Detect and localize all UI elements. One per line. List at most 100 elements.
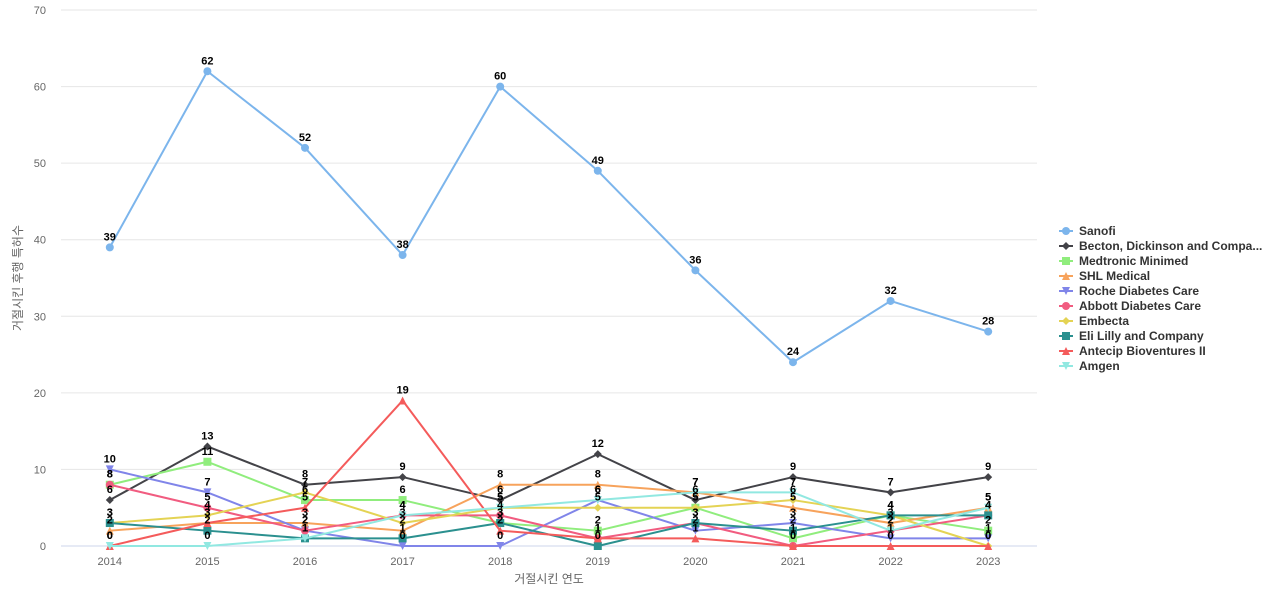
series-0[interactable]	[105, 67, 993, 367]
data-point[interactable]	[105, 519, 114, 528]
legend-item[interactable]: Sanofi	[1059, 224, 1116, 238]
data-point[interactable]	[496, 480, 505, 489]
data-point[interactable]	[203, 526, 212, 535]
data-point[interactable]	[984, 503, 993, 512]
legend-item[interactable]: Roche Diabetes Care	[1059, 284, 1199, 298]
data-point[interactable]	[789, 503, 797, 512]
series-1[interactable]	[105, 442, 993, 505]
data-point[interactable]	[496, 503, 505, 512]
data-point[interactable]	[789, 358, 797, 367]
data-point[interactable]	[398, 526, 407, 535]
data-point[interactable]	[301, 480, 309, 489]
data-point[interactable]	[789, 519, 797, 528]
data-point[interactable]	[398, 542, 407, 550]
data-point[interactable]	[789, 542, 797, 550]
data-point[interactable]	[593, 166, 602, 175]
data-point[interactable]	[691, 496, 700, 505]
data-point[interactable]	[203, 442, 212, 451]
data-point[interactable]	[496, 519, 505, 528]
data-point[interactable]	[105, 542, 114, 550]
data-point[interactable]	[984, 473, 993, 482]
data-point[interactable]	[398, 396, 407, 405]
series-line[interactable]	[108, 70, 989, 364]
data-point[interactable]	[593, 542, 602, 550]
data-point[interactable]	[984, 534, 993, 543]
data-point[interactable]	[496, 496, 505, 505]
data-point[interactable]	[789, 526, 797, 535]
data-point[interactable]	[398, 511, 407, 520]
data-point[interactable]	[984, 327, 993, 336]
data-point[interactable]	[789, 534, 797, 543]
series-5[interactable]	[105, 480, 993, 550]
data-point[interactable]	[301, 534, 309, 543]
data-point[interactable]	[691, 526, 700, 535]
series-line[interactable]	[109, 491, 989, 547]
series-line[interactable]	[109, 483, 989, 532]
data-point[interactable]	[691, 519, 700, 528]
data-point[interactable]	[398, 496, 407, 505]
data-point[interactable]	[203, 488, 212, 497]
series-line[interactable]	[109, 445, 989, 502]
data-point[interactable]	[105, 465, 114, 474]
data-point[interactable]	[203, 511, 212, 520]
data-point[interactable]	[984, 542, 993, 550]
data-point[interactable]	[398, 534, 407, 543]
data-point[interactable]	[789, 496, 797, 505]
data-point[interactable]	[593, 496, 602, 505]
data-point[interactable]	[496, 511, 505, 520]
data-point[interactable]	[886, 296, 895, 305]
data-point[interactable]	[301, 496, 309, 505]
data-point[interactable]	[593, 534, 602, 543]
data-point[interactable]	[789, 488, 797, 497]
data-point[interactable]	[301, 143, 309, 152]
legend-item[interactable]: Embecta	[1059, 314, 1129, 328]
legend-item[interactable]: SHL Medical	[1059, 269, 1150, 283]
data-point[interactable]	[398, 251, 407, 260]
legend-item[interactable]: Medtronic Minimed	[1059, 254, 1188, 268]
series-line[interactable]	[109, 399, 989, 547]
data-point[interactable]	[105, 480, 114, 489]
data-point[interactable]	[886, 542, 895, 550]
data-point[interactable]	[593, 450, 602, 459]
legend-item[interactable]: Becton, Dickinson and Compa...	[1059, 239, 1262, 253]
data-point[interactable]	[496, 82, 505, 91]
series-line[interactable]	[109, 468, 989, 547]
data-point[interactable]	[398, 519, 407, 528]
data-point[interactable]	[789, 473, 797, 482]
data-point[interactable]	[496, 542, 505, 550]
data-point[interactable]	[984, 526, 993, 535]
data-point[interactable]	[203, 519, 212, 528]
legend-item[interactable]: Antecip Bioventures II	[1059, 344, 1206, 358]
data-point[interactable]	[691, 503, 700, 512]
series-line[interactable]	[109, 491, 989, 547]
data-point[interactable]	[496, 526, 505, 535]
data-point[interactable]	[691, 266, 700, 275]
data-point[interactable]	[398, 473, 407, 482]
series-line[interactable]	[109, 483, 989, 547]
data-point[interactable]	[301, 503, 309, 512]
data-point[interactable]	[105, 496, 114, 505]
data-point[interactable]	[301, 488, 309, 497]
data-point[interactable]	[886, 511, 895, 520]
series-2[interactable]	[105, 457, 993, 543]
data-point[interactable]	[886, 526, 895, 535]
data-point[interactable]	[203, 542, 212, 550]
data-point[interactable]	[886, 534, 895, 543]
legend-item[interactable]: Abbott Diabetes Care	[1059, 299, 1201, 313]
data-point[interactable]	[691, 534, 700, 543]
data-point[interactable]	[301, 526, 309, 535]
data-point[interactable]	[593, 526, 602, 535]
data-point[interactable]	[886, 519, 895, 528]
data-point[interactable]	[105, 243, 114, 252]
legend-item[interactable]: Amgen	[1059, 359, 1120, 373]
data-point[interactable]	[105, 526, 114, 535]
series-8[interactable]	[105, 396, 993, 550]
series-line[interactable]	[109, 514, 989, 547]
data-point[interactable]	[203, 67, 212, 76]
data-point[interactable]	[984, 511, 993, 520]
data-point[interactable]	[203, 457, 212, 466]
data-point[interactable]	[593, 503, 602, 512]
data-point[interactable]	[886, 488, 895, 497]
data-point[interactable]	[593, 480, 602, 489]
